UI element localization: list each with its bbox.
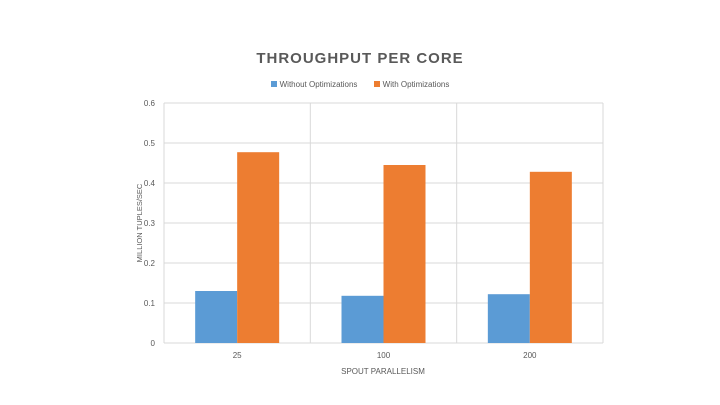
x-tick-label: 200: [523, 351, 537, 360]
y-tick-label: 0.3: [144, 219, 156, 228]
chart-title: THROUGHPUT PER CORE: [256, 50, 464, 67]
bar-without-optimizations: [195, 291, 238, 343]
legend-item-without-optimizations: Without Optimizations: [270, 80, 358, 89]
bar-with-optimizations: [529, 171, 572, 343]
legend-label-with-optimizations: With Optimizations: [382, 80, 450, 89]
bar-with-optimizations: [237, 152, 280, 343]
legend-item-with-optimizations: With Optimizations: [373, 80, 450, 89]
chart-legend: Without Optimizations With Optimizations: [0, 80, 720, 89]
y-tick-label: 0.4: [144, 179, 156, 188]
legend-swatch-without-optimizations: [270, 81, 277, 87]
x-tick-label: 100: [377, 351, 391, 360]
y-tick-label: 0.2: [144, 259, 156, 268]
bar-without-optimizations: [341, 295, 384, 343]
legend-label-without-optimizations: Without Optimizations: [279, 80, 358, 89]
y-tick-label: 0: [151, 339, 156, 348]
legend-swatch-with-optimizations: [373, 81, 380, 87]
y-tick-label: 0.5: [144, 139, 156, 148]
bar-without-optimizations: [487, 294, 530, 343]
y-tick-label: 0.6: [144, 99, 156, 108]
bar-with-optimizations: [383, 165, 426, 343]
y-tick-label: 0.1: [144, 299, 156, 308]
bars: [195, 152, 572, 343]
y-axis-title: MILLION TUPLES/SEC: [135, 183, 144, 262]
x-tick-label: 25: [233, 351, 242, 360]
tick-labels: 0 0.1 0.2 0.3 0.4 0.5 0.6 25 100 200: [144, 99, 537, 360]
x-axis-title: SPOUT PARALLELISM: [341, 367, 425, 376]
